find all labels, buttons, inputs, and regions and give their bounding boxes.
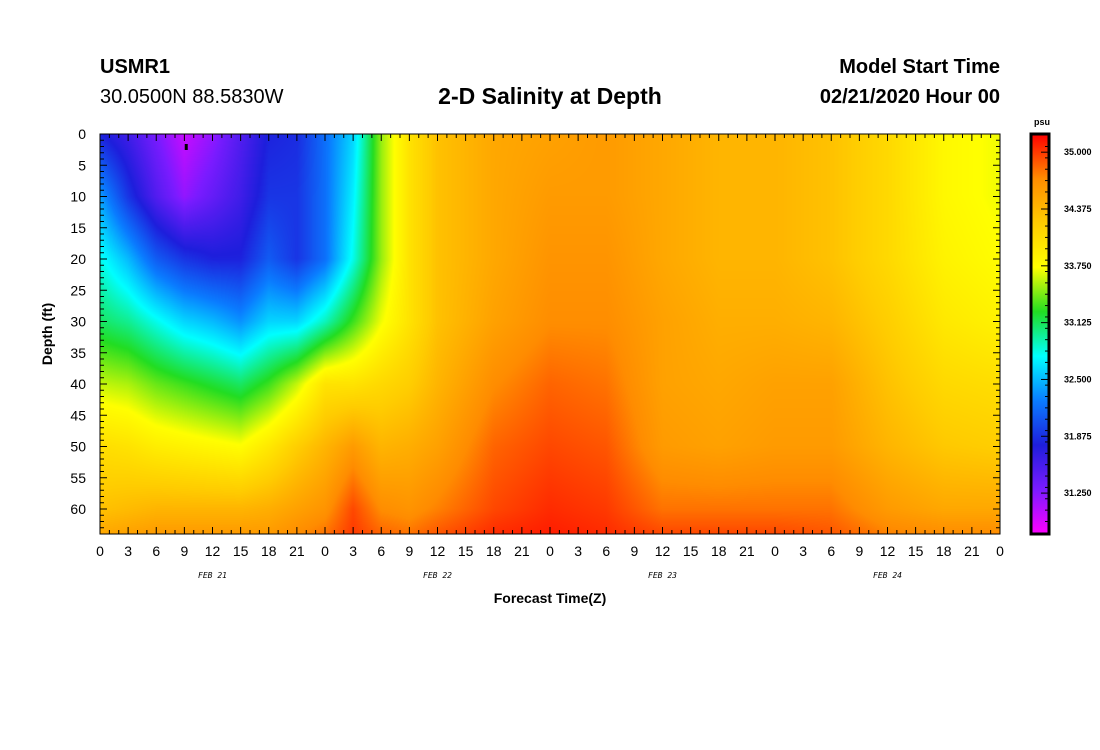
x-tick-label: 6 [377, 543, 385, 559]
x-tick-label: 21 [514, 543, 530, 559]
x-tick-label: 3 [574, 543, 582, 559]
station-coordinates: 30.0500N 88.5830W [100, 86, 284, 108]
colorbar [1031, 134, 1049, 534]
colorbar-label: 31.875 [1064, 431, 1092, 441]
x-axis-label: Forecast Time(Z) [494, 590, 607, 606]
x-tick-label: 12 [655, 543, 671, 559]
model-start-value: 02/21/2020 Hour 00 [819, 86, 1000, 108]
colorbar-frame [1029, 132, 1051, 536]
x-tick-label: 9 [855, 543, 863, 559]
x-tick-label: 6 [152, 543, 160, 559]
x-tick-label: 3 [124, 543, 132, 559]
colorbar-label: 33.750 [1064, 261, 1092, 271]
x-tick-label: 18 [936, 543, 952, 559]
x-tick-label: 21 [289, 543, 305, 559]
y-tick-label: 35 [70, 345, 86, 361]
x-tick-label: 3 [799, 543, 807, 559]
x-tick-label: 0 [321, 543, 329, 559]
y-tick-label: 20 [70, 251, 86, 267]
x-tick-label: 0 [96, 543, 104, 559]
x-day-label: FEB 24 [873, 571, 902, 580]
colorbar-unit-label: psu [1034, 117, 1050, 127]
station-id: USMR1 [100, 56, 171, 78]
x-tick-label: 15 [908, 543, 924, 559]
y-tick-label: 0 [78, 126, 86, 142]
y-axis-label: Depth (ft) [39, 303, 55, 365]
x-tick-label: 3 [349, 543, 357, 559]
x-tick-label: 21 [739, 543, 755, 559]
colorbar-label: 31.250 [1064, 488, 1092, 498]
x-tick-label: 15 [683, 543, 699, 559]
x-tick-label: 21 [964, 543, 980, 559]
y-tick-label: 5 [78, 157, 86, 173]
colorbar-label: 33.125 [1064, 318, 1092, 328]
x-tick-label: 18 [486, 543, 502, 559]
x-tick-label: 0 [771, 543, 779, 559]
x-tick-label: 9 [630, 543, 638, 559]
x-tick-label: 0 [996, 543, 1004, 559]
y-tick-label: 55 [70, 470, 86, 486]
x-tick-label: 12 [205, 543, 221, 559]
x-tick-label: 18 [711, 543, 727, 559]
y-tick-label: 10 [70, 189, 86, 205]
x-tick-label: 0 [546, 543, 554, 559]
x-day-label: FEB 21 [198, 571, 227, 580]
colorbar-label: 35.000 [1064, 147, 1092, 157]
y-tick-label: 15 [70, 220, 86, 236]
x-tick-label: 12 [880, 543, 896, 559]
y-tick-label: 30 [70, 314, 86, 330]
colorbar-label: 32.500 [1064, 374, 1092, 384]
x-day-label: FEB 23 [648, 571, 677, 580]
x-tick-label: 12 [430, 543, 446, 559]
salinity-heatmap [100, 134, 1000, 534]
y-tick-label: 25 [70, 282, 86, 298]
x-tick-label: 18 [261, 543, 277, 559]
x-tick-label: 15 [233, 543, 249, 559]
y-tick-label: 45 [70, 407, 86, 423]
colorbar-label: 34.375 [1064, 204, 1092, 214]
y-tick-label: 60 [70, 501, 86, 517]
y-tick-label: 50 [70, 439, 86, 455]
x-tick-label: 9 [405, 543, 413, 559]
x-day-label: FEB 22 [423, 571, 452, 580]
y-tick-label: 40 [70, 376, 86, 392]
x-tick-label: 6 [602, 543, 610, 559]
x-tick-label: 15 [458, 543, 474, 559]
chart-title: 2-D Salinity at Depth [438, 83, 662, 109]
model-start-label: Model Start Time [839, 56, 1000, 78]
station-marker [184, 144, 188, 150]
x-tick-label: 9 [180, 543, 188, 559]
x-tick-label: 6 [827, 543, 835, 559]
